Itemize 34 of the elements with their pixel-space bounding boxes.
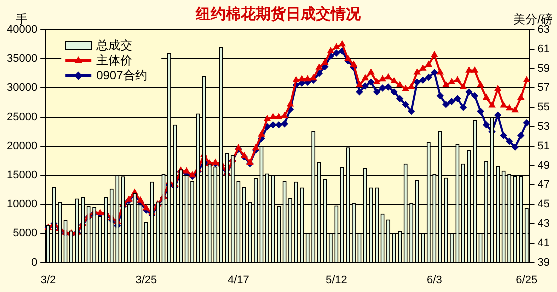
y-tick-label: 30000 <box>6 82 38 94</box>
y2-axis-title: 美分/磅 <box>514 12 553 26</box>
legend-label: 0907合约 <box>96 68 148 82</box>
y2-tick-label: 57 <box>538 82 550 94</box>
x-tick-label: 3/2 <box>40 274 56 286</box>
legend-label: 主体价 <box>96 53 133 68</box>
y2-tick-label: 51 <box>538 140 550 152</box>
chart-title: 纽约棉花期货日成交情况 <box>195 5 362 24</box>
y2-tick-label: 41 <box>538 237 550 250</box>
y2-tick-label: 53 <box>538 121 550 134</box>
x-tick-label: 6/3 <box>427 274 442 286</box>
y-tick-label: 35000 <box>6 53 38 66</box>
y-axis-title: 手 <box>16 12 28 26</box>
legend-label: 总成交 <box>96 38 133 52</box>
y2-tick-label: 47 <box>538 179 550 192</box>
y2-tick-label: 39 <box>538 256 550 269</box>
x-tick-label: 3/25 <box>136 274 158 286</box>
y2-tick-label: 61 <box>538 43 550 56</box>
y-tick-label: 15000 <box>6 170 38 182</box>
y2-tick-label: 55 <box>538 102 550 114</box>
y-tick-label: 20000 <box>6 140 38 152</box>
y-tick-label: 5000 <box>13 228 38 240</box>
x-tick-label: 4/17 <box>228 274 250 286</box>
x-tick-label: 5/12 <box>326 274 348 286</box>
y2-tick-label: 63 <box>538 24 550 36</box>
y2-tick-label: 43 <box>538 218 550 230</box>
y-tick-label: 40000 <box>6 24 38 36</box>
y-tick-label: 0 <box>31 256 38 269</box>
x-tick-label: 6/25 <box>516 274 538 286</box>
y2-tick-label: 49 <box>538 160 550 172</box>
y-tick-label: 10000 <box>6 198 38 211</box>
y-tick-label: 25000 <box>6 111 38 124</box>
y2-tick-label: 59 <box>538 62 550 75</box>
y2-tick-label: 45 <box>538 198 550 211</box>
